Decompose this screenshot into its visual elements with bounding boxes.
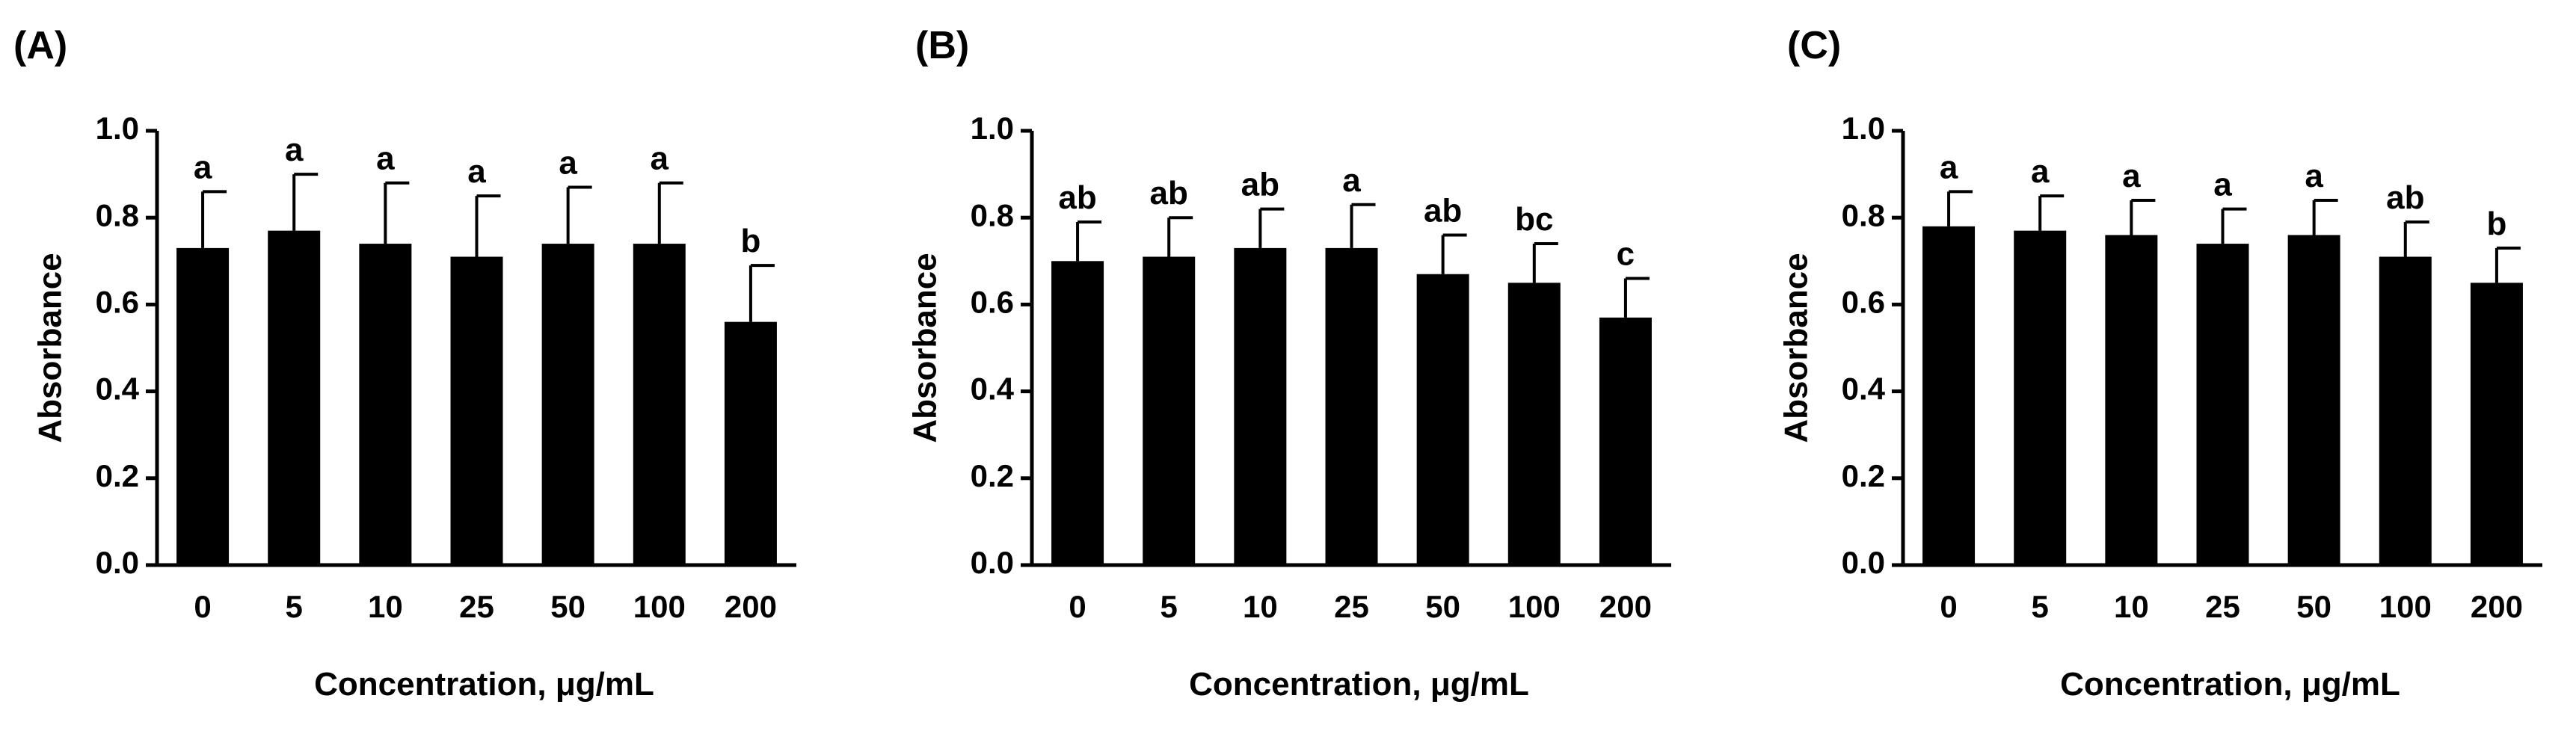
x-tick-label: 10 — [368, 589, 403, 624]
panel-b: (B) Absorbance Concentration, μg/mL 0.0 0… — [907, 24, 1671, 703]
y-tick-label: 1.0 — [96, 111, 139, 146]
x-tick-label: 25 — [1334, 589, 1369, 624]
bar — [2196, 244, 2249, 565]
panel-label: (B) — [915, 24, 969, 67]
significance-label: a — [2031, 153, 2050, 190]
panel-c: (C) Absorbance Concentration, μg/mL 0.0 0… — [1778, 24, 2542, 703]
bar — [724, 321, 777, 565]
significance-label: ab — [2386, 179, 2424, 216]
x-axis-title: Concentration, μg/mL — [314, 666, 654, 703]
significance-label: a — [2305, 158, 2323, 194]
y-tick-label: 0.4 — [1842, 371, 1886, 407]
bar — [1143, 256, 1196, 565]
significance-label: a — [2122, 158, 2141, 194]
y-axis-title: Absorbance — [32, 253, 69, 442]
significance-label: ab — [1424, 192, 1462, 229]
significance-label: a — [559, 145, 577, 182]
y-tick-label: 0.6 — [1842, 284, 1885, 319]
bar — [1922, 226, 1976, 565]
x-tick-label: 100 — [1508, 589, 1561, 624]
significance-label: c — [1617, 236, 1635, 273]
bar — [1507, 283, 1561, 565]
y-tick-label: 0.2 — [971, 458, 1014, 493]
significance-label: a — [194, 149, 212, 185]
y-tick-label: 1.0 — [1842, 111, 1885, 146]
x-tick-label: 50 — [2296, 589, 2331, 624]
x-tick-label: 5 — [2032, 589, 2049, 624]
bar — [268, 230, 321, 565]
x-tick-label: 10 — [2114, 589, 2149, 624]
bar — [1234, 247, 1287, 565]
significance-label: ab — [1241, 167, 1279, 203]
bar — [2470, 283, 2523, 565]
bar — [1325, 247, 1378, 565]
y-tick-label: 1.0 — [971, 111, 1014, 146]
significance-label: a — [1342, 162, 1361, 199]
x-tick-label: 10 — [1243, 589, 1278, 624]
bar — [1051, 261, 1104, 565]
bar — [2105, 235, 2158, 565]
bar — [450, 256, 503, 565]
bar — [1416, 274, 1469, 565]
bar — [176, 247, 230, 565]
x-tick-label: 100 — [633, 589, 686, 624]
bar — [2014, 230, 2067, 565]
x-tick-label: 50 — [550, 589, 585, 624]
bar — [541, 244, 594, 565]
y-tick-label: 0.2 — [1842, 458, 1885, 493]
y-tick-label: 0.6 — [96, 284, 139, 319]
significance-label: a — [651, 141, 669, 177]
significance-label: a — [285, 132, 304, 168]
x-tick-label: 200 — [2471, 589, 2523, 624]
significance-label: b — [2486, 206, 2506, 242]
significance-label: bc — [1515, 201, 1553, 238]
panel-label: (A) — [13, 24, 67, 67]
x-tick-label: 50 — [1425, 589, 1460, 624]
y-tick-label: 0.8 — [96, 197, 139, 232]
x-tick-label: 100 — [2379, 589, 2432, 624]
x-tick-label: 0 — [1069, 589, 1086, 624]
significance-label: a — [467, 153, 486, 190]
significance-label: b — [740, 223, 760, 259]
y-tick-label: 0.8 — [971, 197, 1014, 232]
bar — [359, 244, 412, 565]
y-tick-label: 0.0 — [96, 545, 139, 580]
significance-label: a — [376, 141, 395, 177]
panel-label: (C) — [1787, 24, 1841, 67]
x-tick-label: 0 — [1940, 589, 1957, 624]
panel-a: (A) Absorbance Concentration, μg/mL 0.0 0… — [13, 24, 796, 703]
x-axis-title: Concentration, μg/mL — [2060, 666, 2400, 703]
y-tick-label: 0.2 — [96, 458, 139, 493]
bar — [1599, 317, 1652, 565]
x-tick-label: 200 — [1599, 589, 1652, 624]
y-axis-title: Absorbance — [1778, 253, 1815, 442]
x-tick-label: 25 — [459, 589, 494, 624]
significance-label: a — [1940, 149, 1958, 185]
y-tick-label: 0.0 — [971, 545, 1014, 580]
y-tick-label: 0.4 — [971, 371, 1015, 407]
y-tick-label: 0.0 — [1842, 545, 1885, 580]
bar — [2287, 235, 2340, 565]
x-tick-label: 5 — [1161, 589, 1178, 624]
y-tick-label: 0.4 — [96, 371, 140, 407]
x-tick-label: 0 — [194, 589, 211, 624]
bar — [2379, 256, 2432, 565]
x-axis-title: Concentration, μg/mL — [1189, 666, 1529, 703]
x-tick-label: 200 — [725, 589, 777, 624]
significance-label: ab — [1150, 175, 1188, 212]
y-axis-title: Absorbance — [907, 253, 944, 442]
x-tick-label: 25 — [2205, 589, 2240, 624]
y-tick-label: 0.6 — [971, 284, 1014, 319]
x-tick-label: 5 — [286, 589, 303, 624]
bar — [633, 244, 686, 565]
significance-label: ab — [1058, 179, 1096, 216]
y-tick-label: 0.8 — [1842, 197, 1885, 232]
significance-label: a — [2213, 167, 2232, 203]
